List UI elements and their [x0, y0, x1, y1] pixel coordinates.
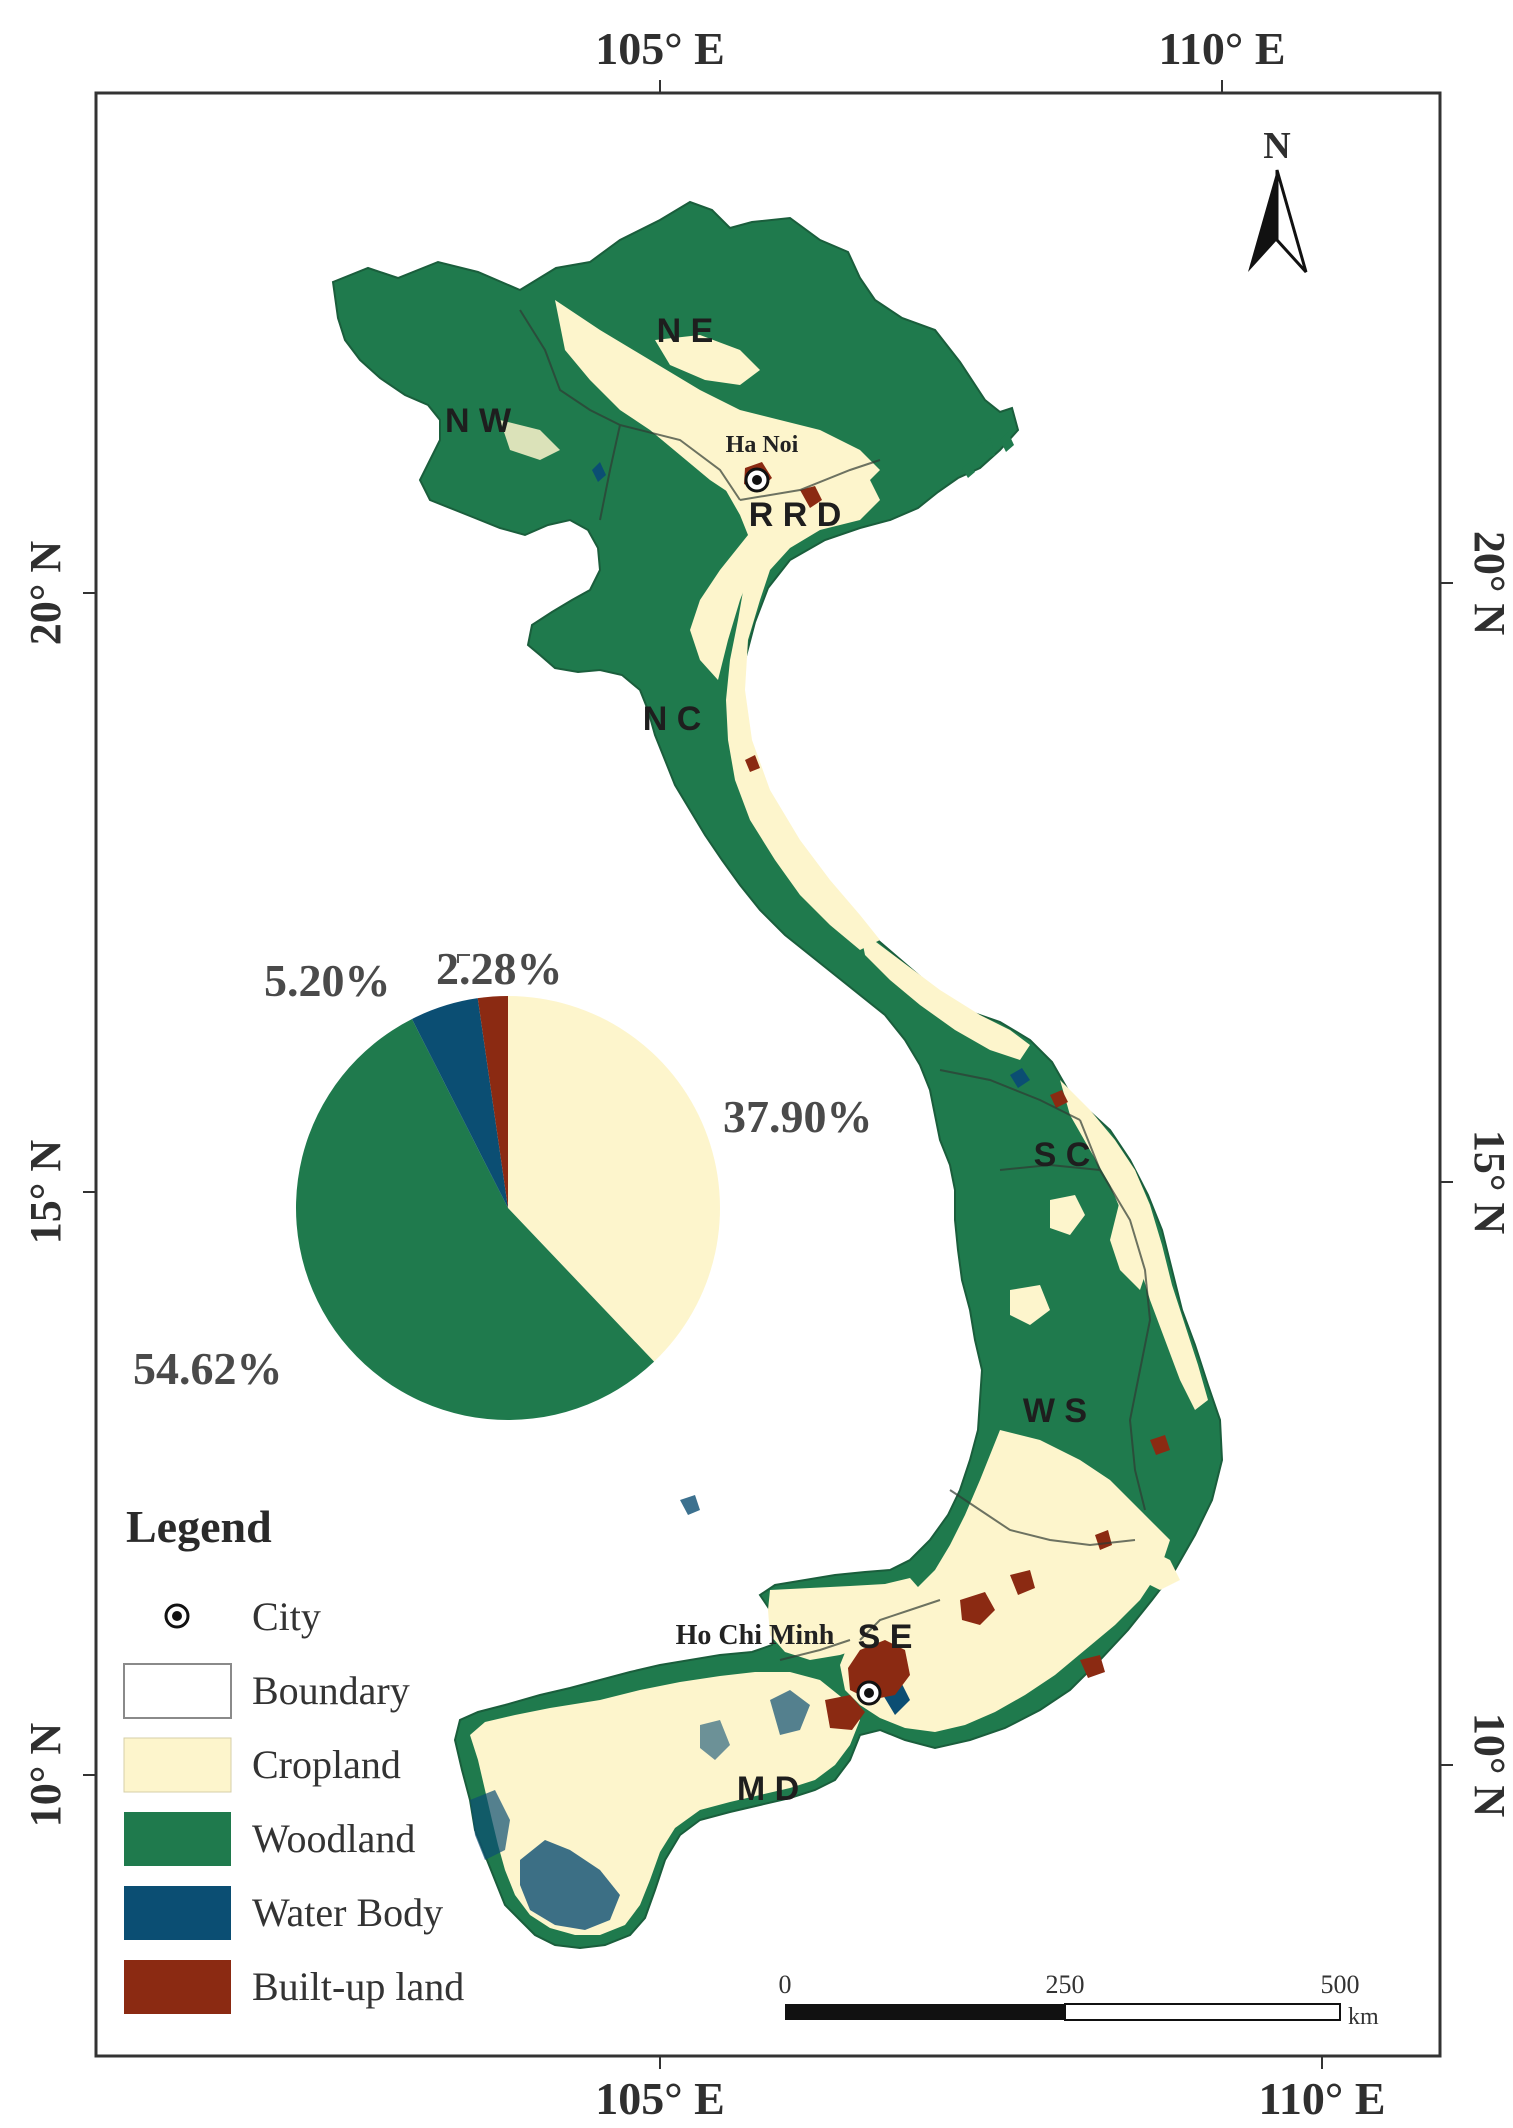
pie-label-woodland: 54.62% [133, 1343, 283, 1394]
region-boundaries [519, 309, 1152, 1661]
pie-label-built-up: 2.28% [436, 943, 563, 994]
legend-swatch-built-up [124, 1960, 231, 2014]
map-legend: Legend City Boundary Cropland Woodland W… [123, 1501, 464, 2014]
legend-item-built-up: Built-up land [124, 1960, 464, 2014]
vietnam-land-map [331, 200, 1224, 1950]
bottom-tick-110e: 110° E [1258, 2073, 1385, 2124]
pie-slice-cropland [508, 996, 721, 1362]
city-label-ha-noi: Ha Noi [726, 432, 799, 458]
pie-leader-line [457, 954, 470, 963]
frame-ticks [83, 80, 1453, 2069]
water-body-areas [470, 462, 1030, 1930]
region-label-ws: W S [1023, 1392, 1087, 1430]
legend-swatch-cropland [123, 1737, 232, 1793]
legend-label-city: City [252, 1594, 321, 1639]
region-label-md: M D [737, 1770, 799, 1808]
legend-label-cropland: Cropland [252, 1742, 401, 1787]
city-point-icon [164, 1603, 190, 1629]
bottom-tick-105e: 105° E [595, 2073, 725, 2124]
city-label-ho-chi-minh: Ho Chi Minh [676, 1620, 835, 1651]
pie-slice-built-up-land [477, 996, 508, 1208]
pie-slice-woodland [295, 1018, 655, 1421]
region-label-nw: N W [445, 402, 512, 440]
region-label-nc: N C [643, 700, 702, 738]
legend-item-boundary: Boundary [123, 1663, 410, 1719]
pie-label-cropland: 37.90% [723, 1091, 873, 1142]
top-tick-110e: 110° E [1158, 23, 1285, 74]
region-label-se: S E [858, 1618, 913, 1656]
built-up-areas [744, 462, 1170, 1730]
scale-unit: km [1348, 2004, 1379, 2030]
legend-label-built-up: Built-up land [252, 1964, 464, 2009]
top-tick-105e: 105° E [595, 23, 725, 74]
scale-tick-250: 250 [1046, 1970, 1085, 1999]
region-label-sc: S C [1034, 1136, 1091, 1174]
north-arrow-icon: N [1248, 125, 1308, 274]
scale-bar-segment-2 [1064, 2003, 1341, 2021]
islands [510, 432, 1014, 1778]
left-tick-15n: 15° N [21, 1140, 70, 1245]
pie-slice-water-body [411, 998, 508, 1208]
legend-item-cropland: Cropland [123, 1737, 401, 1793]
legend-swatch-boundary [123, 1663, 232, 1719]
left-tick-10n: 10° N [21, 1723, 70, 1828]
right-tick-20n: 20° N [1465, 531, 1513, 636]
pie-label-water-body: 5.20% [264, 955, 391, 1006]
scale-tick-500: 500 [1321, 1970, 1360, 1999]
legend-swatch-woodland [124, 1812, 231, 1866]
legend-swatch-water-body [124, 1886, 231, 1940]
north-arrow-label: N [1263, 125, 1290, 167]
scale-bar-segment-1 [785, 2004, 1065, 2020]
legend-label-woodland: Woodland [252, 1816, 415, 1861]
city-marker-ho-chi-minh [856, 1680, 882, 1706]
land-use-pie-chart [295, 996, 721, 1421]
right-tick-10n: 10° N [1465, 1713, 1513, 1818]
legend-label-boundary: Boundary [252, 1668, 410, 1713]
legend-title: Legend [126, 1501, 272, 1552]
legend-item-city: City [164, 1594, 321, 1639]
region-label-ne: N E [657, 312, 714, 350]
legend-item-water-body: Water Body [124, 1886, 443, 1940]
right-tick-15n: 15° N [1465, 1130, 1513, 1235]
legend-label-water-body: Water Body [252, 1890, 443, 1935]
legend-item-woodland: Woodland [124, 1812, 415, 1866]
scale-bar: 0 250 500 km [779, 1970, 1380, 2030]
region-label-rrd: R R D [749, 496, 842, 534]
left-tick-20n: 20° N [21, 541, 70, 646]
city-marker-ha-noi [744, 467, 770, 493]
scale-tick-0: 0 [779, 1970, 792, 1999]
